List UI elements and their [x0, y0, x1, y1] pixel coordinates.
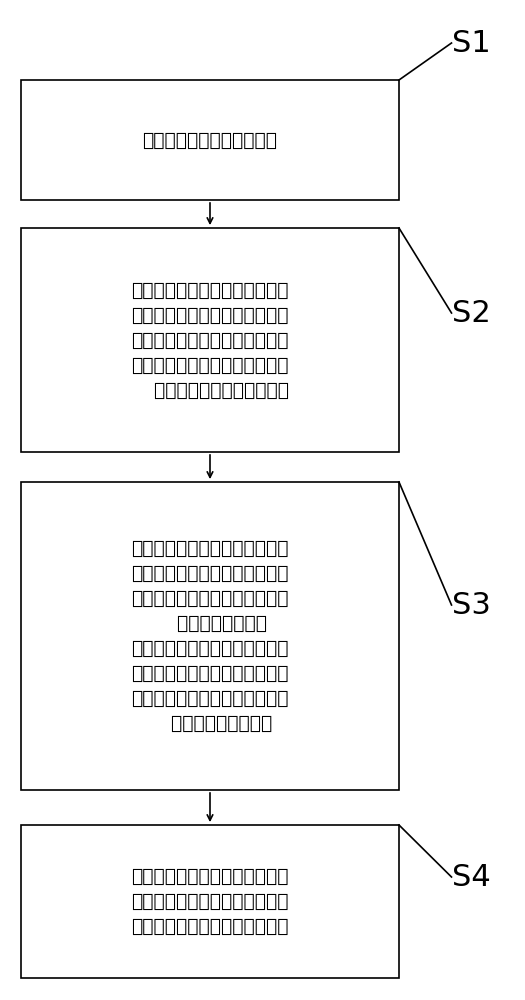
Text: 利用车队头车轨迹和车队跟驰车
辆轨迹实现车辆轨迹控制，利用
信号灯状态实现交通信号灯控制: 利用车队头车轨迹和车队跟驰车 辆轨迹实现车辆轨迹控制，利用 信号灯状态实现交通信… — [131, 867, 289, 936]
Bar — [21, 482, 399, 790]
Text: S1: S1 — [452, 28, 490, 57]
Bar — [21, 228, 399, 452]
Bar — [21, 80, 399, 200]
Text: 构建车队头车轨迹最优控制模型
，利用车辆到达交叉口时刻求解
车队头车轨迹最优控制模型，得
    到车队头车轨迹，
构建车队跟驰车辆最优控制模型
，利用车辆到达: 构建车队头车轨迹最优控制模型 ，利用车辆到达交叉口时刻求解 车队头车轨迹最优控制… — [131, 539, 289, 733]
Bar — [21, 825, 399, 978]
Text: S3: S3 — [452, 590, 490, 619]
Text: 构建以最小化交叉口延迟为目标
的混合整数线性规划模型，利用
目标区域内的车辆信息求解混合
整数线性规划模型，得到信号灯
    状态和车辆到达交叉口时刻: 构建以最小化交叉口延迟为目标 的混合整数线性规划模型，利用 目标区域内的车辆信息… — [131, 280, 289, 399]
Text: S2: S2 — [452, 298, 490, 328]
Text: 获取目标区域内的车辆信息: 获取目标区域内的车辆信息 — [142, 130, 278, 149]
Text: S4: S4 — [452, 862, 490, 892]
